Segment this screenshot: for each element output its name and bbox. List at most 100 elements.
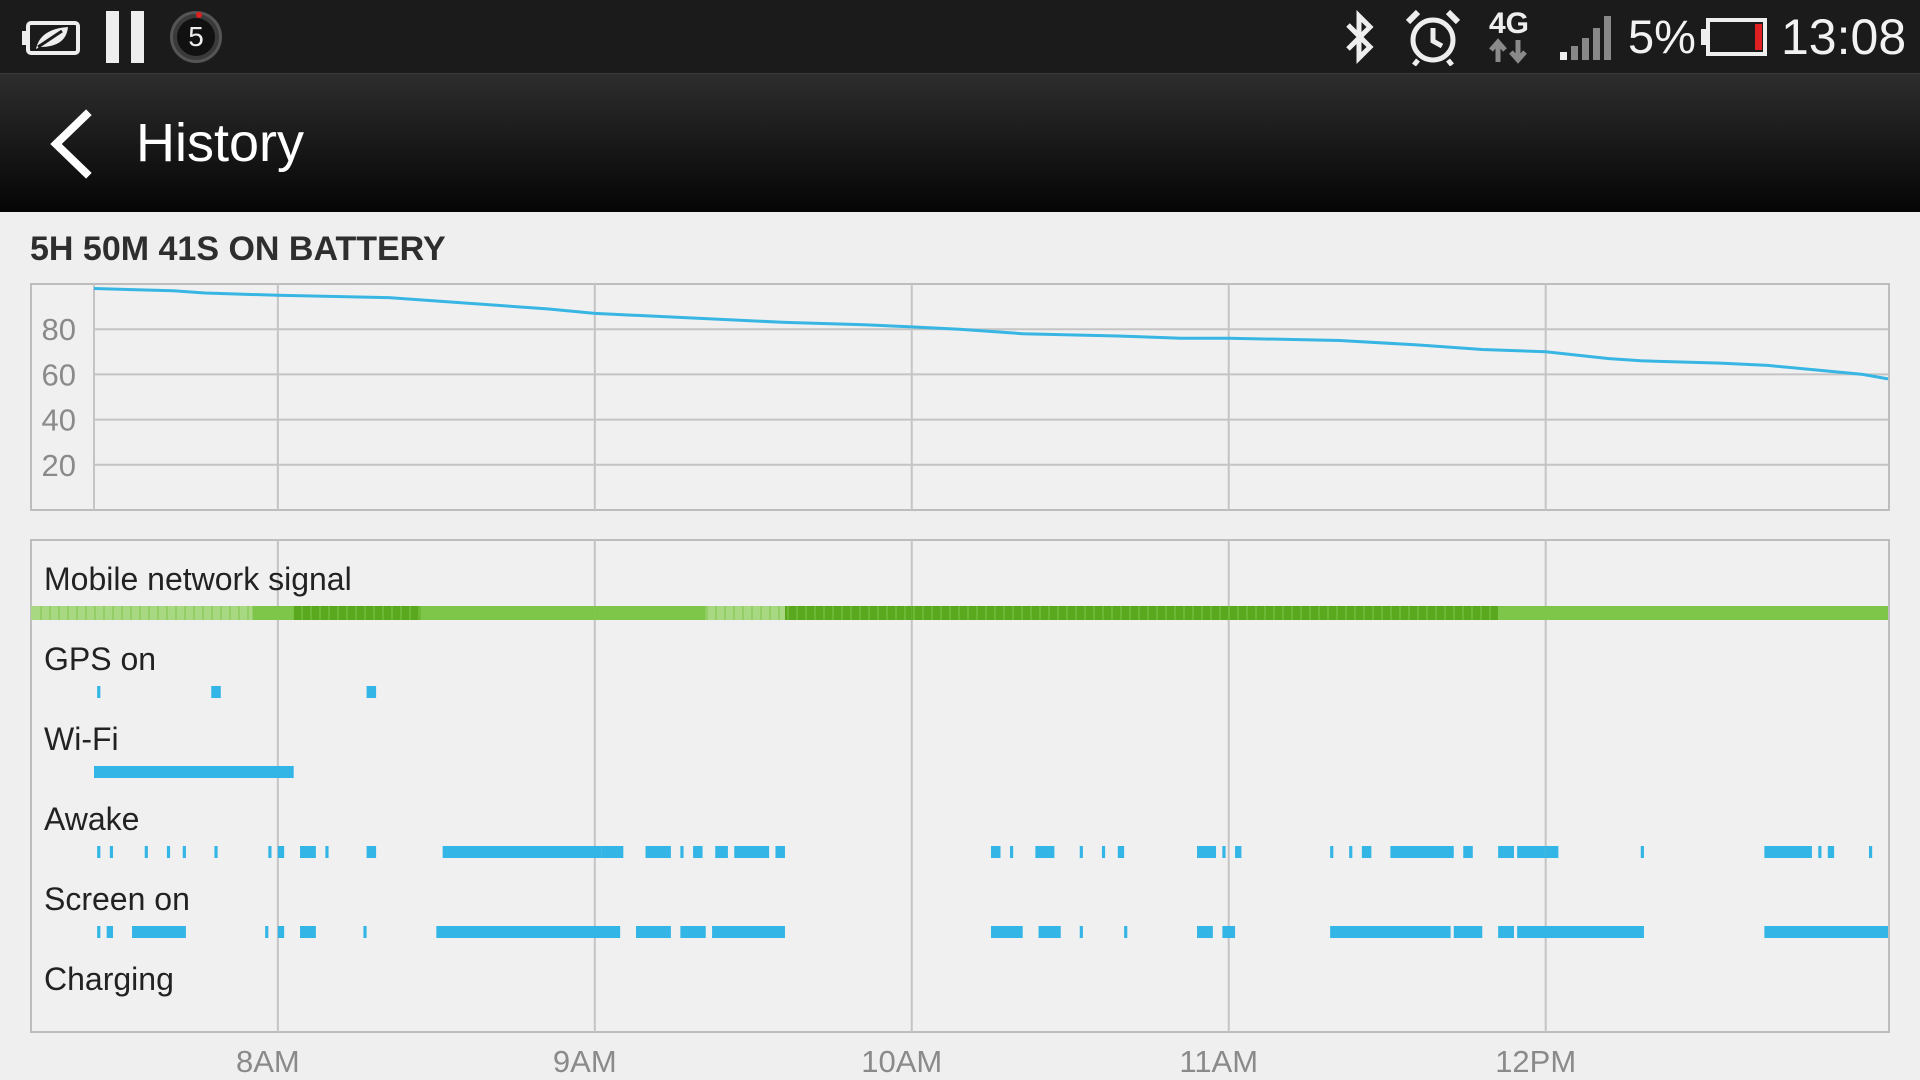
awake-segment: [182, 846, 186, 858]
signal-tick: [391, 606, 393, 620]
signal-tick: [1606, 606, 1608, 620]
signal-tick: [949, 606, 951, 620]
screen-segment: [1764, 926, 1888, 938]
gps-segment: [211, 686, 221, 698]
signal-tick: [760, 606, 762, 620]
signal-tick: [301, 606, 303, 620]
signal-tick: [1426, 606, 1428, 620]
signal-tick: [940, 606, 942, 620]
back-button[interactable]: [36, 104, 106, 184]
screen-segment: [106, 926, 114, 938]
signal-tick: [1048, 606, 1050, 620]
signal-tick: [292, 606, 294, 620]
signal-tick: [1165, 606, 1167, 620]
screen-segment: [991, 926, 1023, 938]
awake-segment: [97, 846, 101, 858]
signal-tick: [985, 606, 987, 620]
signal-tick: [1372, 606, 1374, 620]
signal-tick: [1093, 606, 1095, 620]
signal-tick: [418, 606, 420, 620]
screen-segment: [97, 926, 101, 938]
signal-tick: [1147, 606, 1149, 620]
lane-wifi: Wi-Fi: [44, 721, 294, 778]
page-title: History: [136, 113, 305, 173]
signal-tick: [67, 606, 69, 620]
awake-segment: [325, 846, 329, 858]
awake-segment: [166, 846, 171, 858]
awake-segment: [1010, 846, 1014, 858]
screen-segment: [265, 926, 269, 938]
battery-level-grid: [93, 284, 1888, 510]
signal-tick: [229, 606, 231, 620]
signal-tick: [175, 606, 177, 620]
signal-tick: [1075, 606, 1077, 620]
awake-segment: [1517, 846, 1546, 858]
screen-segment: [1222, 926, 1236, 938]
signal-tick: [328, 606, 330, 620]
awake-segment: [1222, 846, 1226, 858]
signal-tick: [1588, 606, 1590, 620]
signal-tick: [922, 606, 924, 620]
signal-segment: [594, 606, 706, 620]
awake-segment: [601, 846, 624, 858]
notification-count-icon: 5: [170, 0, 222, 73]
signal-tick: [634, 606, 636, 620]
awake-segment: [1361, 846, 1372, 858]
screen-segment: [1079, 926, 1083, 938]
alarm-icon: [1404, 0, 1462, 73]
awake-segment: [1079, 846, 1083, 858]
awake-segment: [1035, 846, 1055, 858]
awake-segment: [442, 846, 602, 858]
signal-tick: [904, 606, 906, 620]
y-tick-label: 80: [42, 312, 76, 347]
screen-segment: [300, 926, 316, 938]
time-label: 9AM: [553, 1044, 617, 1079]
awake-segment: [680, 846, 684, 858]
y-tick-label: 60: [42, 357, 76, 392]
signal-tick: [1741, 606, 1743, 620]
signal-tick: [1507, 606, 1509, 620]
signal-tick: [463, 606, 465, 620]
screen-segment: [1330, 926, 1451, 938]
signal-tick: [850, 606, 852, 620]
signal-tick: [1696, 606, 1698, 620]
signal-tick: [1111, 606, 1113, 620]
signal-tick: [1444, 606, 1446, 620]
signal-tick: [1138, 606, 1140, 620]
signal-tick: [1813, 606, 1815, 620]
signal-tick: [1552, 606, 1554, 620]
screen-segment: [1197, 926, 1213, 938]
signal-tick: [1264, 606, 1266, 620]
lane-screen: Screen on: [44, 881, 1888, 938]
time-label: 10AM: [861, 1044, 942, 1079]
signal-tick: [1156, 606, 1158, 620]
signal-tick: [1318, 606, 1320, 620]
signal-tick: [85, 606, 87, 620]
signal-segment: [293, 606, 421, 620]
signal-strength-icon: [1560, 0, 1616, 73]
4g-data-icon: 4G: [1488, 0, 1530, 73]
signal-tick: [571, 606, 573, 620]
awake-segment: [734, 846, 770, 858]
signal-tick: [1723, 606, 1725, 620]
awake-segment: [277, 846, 285, 858]
signal-tick: [1219, 606, 1221, 620]
signal-tick: [778, 606, 780, 620]
awake-segment: [1197, 846, 1217, 858]
signal-segment: [1498, 606, 1888, 620]
signal-tick: [1660, 606, 1662, 620]
signal-tick: [265, 606, 267, 620]
awake-segment: [1101, 846, 1106, 858]
signal-tick: [706, 606, 708, 620]
awake-segment: [109, 846, 114, 858]
awake-segment: [1818, 846, 1822, 858]
signal-segment: [911, 606, 1229, 620]
signal-tick: [400, 606, 402, 620]
awake-segment: [775, 846, 785, 858]
lane-gps: GPS on: [44, 641, 377, 698]
awake-segment: [1463, 846, 1473, 858]
awake-segment: [1330, 846, 1334, 858]
signal-tick: [1885, 606, 1887, 620]
signal-tick: [1804, 606, 1806, 620]
signal-tick: [832, 606, 834, 620]
